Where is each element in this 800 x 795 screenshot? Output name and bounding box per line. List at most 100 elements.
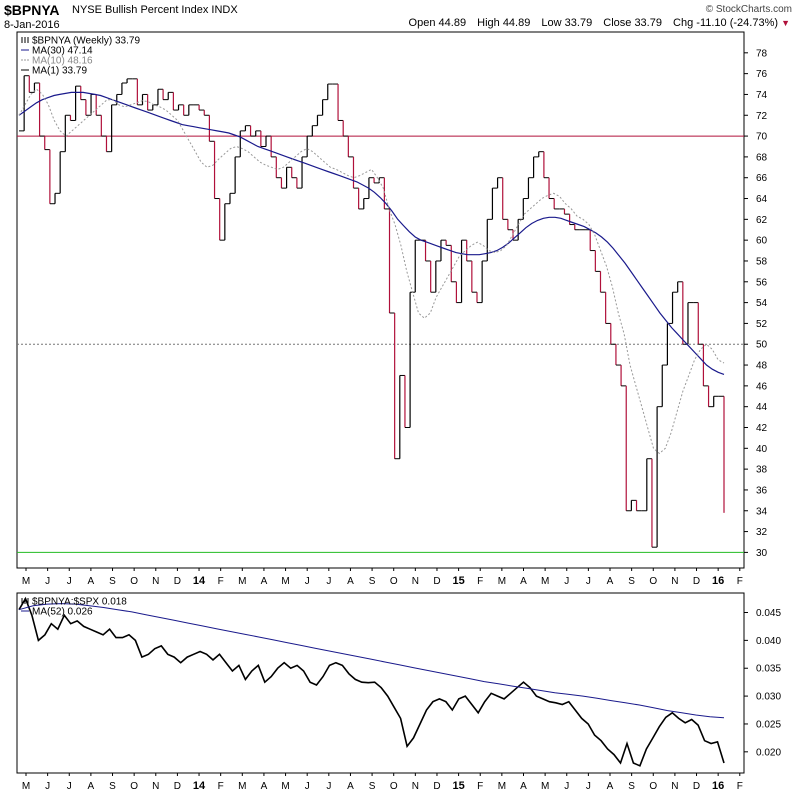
xtick-label: A bbox=[261, 781, 268, 792]
ytick-label: 60 bbox=[756, 236, 768, 247]
xtick-label: F bbox=[477, 576, 483, 587]
xtick-label: 14 bbox=[193, 575, 206, 587]
panel-frame-1 bbox=[16, 592, 745, 774]
xtick-label: J bbox=[564, 576, 569, 587]
ma10-line bbox=[18, 88, 725, 455]
xtick-label: D bbox=[174, 781, 181, 792]
xtick-label: S bbox=[628, 781, 635, 792]
xtick-label: S bbox=[109, 576, 116, 587]
ytick-label: 30 bbox=[756, 548, 768, 559]
ratio-line bbox=[18, 596, 725, 767]
ytick-label: 48 bbox=[756, 361, 768, 372]
legend-item: MA(52) 0.026 bbox=[21, 607, 93, 618]
panel-frame-0 bbox=[16, 31, 745, 569]
xtick-label: M bbox=[22, 781, 30, 792]
chg-label: Chg bbox=[673, 17, 694, 29]
close-value: 33.79 bbox=[634, 17, 662, 29]
ytick-label: 0.030 bbox=[756, 692, 781, 703]
xtick-label: N bbox=[412, 781, 419, 792]
xtick-label: O bbox=[390, 576, 398, 587]
xtick-label: J bbox=[305, 781, 310, 792]
xtick-label: 15 bbox=[452, 575, 464, 587]
legend-label: MA(10) 48.16 bbox=[32, 56, 93, 67]
ytick-label: 38 bbox=[756, 465, 768, 476]
xtick-label: O bbox=[649, 576, 657, 587]
ytick-label: 52 bbox=[756, 319, 768, 330]
xtick-label: O bbox=[130, 781, 138, 792]
xtick-label: S bbox=[369, 781, 376, 792]
legend-label: $BPNYA:$SPX 0.018 bbox=[32, 597, 127, 608]
xtick-label: S bbox=[628, 576, 635, 587]
chg-value: -11.10 (-24.73%) bbox=[696, 17, 779, 29]
ytick-label: 78 bbox=[756, 48, 768, 59]
xtick-label: N bbox=[671, 781, 678, 792]
xtick-label: D bbox=[693, 576, 700, 587]
ytick-label: 36 bbox=[756, 485, 768, 496]
xtick-label: J bbox=[564, 781, 569, 792]
index-name: NYSE Bullish Percent Index INDX bbox=[72, 4, 238, 16]
xtick-label: J bbox=[45, 576, 50, 587]
ytick-label: 0.020 bbox=[756, 747, 781, 758]
ma52-line bbox=[18, 603, 725, 719]
xtick-label: A bbox=[347, 781, 354, 792]
xtick-label: F bbox=[477, 781, 483, 792]
xtick-label: M bbox=[498, 576, 506, 587]
ytick-label: 0.040 bbox=[756, 636, 781, 647]
high-label: High bbox=[477, 17, 500, 29]
xtick-label: F bbox=[737, 781, 743, 792]
xtick-label: N bbox=[152, 781, 159, 792]
ytick-label: 34 bbox=[756, 506, 768, 517]
ytick-label: 32 bbox=[756, 527, 768, 538]
ytick-label: 40 bbox=[756, 444, 768, 455]
ytick-label: 46 bbox=[756, 381, 768, 392]
xtick-label: M bbox=[238, 781, 246, 792]
xtick-label: 14 bbox=[193, 780, 206, 792]
ytick-label: 44 bbox=[756, 402, 768, 413]
low-value: 33.79 bbox=[564, 17, 593, 29]
low-label: Low bbox=[541, 17, 562, 29]
xtick-label: 16 bbox=[712, 780, 724, 792]
legend-label: MA(52) 0.026 bbox=[32, 607, 93, 618]
xtick-label: J bbox=[326, 781, 331, 792]
xtick-label: M bbox=[238, 576, 246, 587]
ytick-label: 0.045 bbox=[756, 608, 781, 619]
xtick-label: M bbox=[498, 781, 506, 792]
xtick-label: D bbox=[433, 781, 440, 792]
xtick-label: A bbox=[88, 576, 95, 587]
xtick-label: D bbox=[433, 576, 440, 587]
xtick-label: M bbox=[541, 781, 549, 792]
ytick-label: 0.035 bbox=[756, 664, 781, 675]
xtick-label: J bbox=[305, 576, 310, 587]
xtick-label: 16 bbox=[712, 575, 724, 587]
xtick-label: J bbox=[45, 781, 50, 792]
xtick-label: F bbox=[218, 781, 224, 792]
xtick-label: A bbox=[261, 576, 268, 587]
close-label: Close bbox=[603, 17, 632, 29]
xtick-label: S bbox=[369, 576, 376, 587]
ytick-label: 74 bbox=[756, 90, 768, 101]
xtick-label: M bbox=[541, 576, 549, 587]
xtick-label: N bbox=[152, 576, 159, 587]
xtick-label: D bbox=[693, 781, 700, 792]
ytick-label: 50 bbox=[756, 340, 768, 351]
xtick-label: N bbox=[412, 576, 419, 587]
legend-item: MA(30) 47.14 bbox=[21, 46, 93, 57]
ytick-label: 54 bbox=[756, 298, 768, 309]
ytick-label: 0.025 bbox=[756, 719, 781, 730]
xtick-label: 15 bbox=[452, 780, 464, 792]
xtick-label: O bbox=[649, 781, 657, 792]
open-label: Open bbox=[408, 17, 436, 29]
xtick-label: J bbox=[67, 576, 72, 587]
ohlc-readout: Open 44.89 High 44.89 Low 33.79 Close 33… bbox=[401, 17, 790, 29]
high-value: 44.89 bbox=[502, 17, 531, 29]
legend-swatch bbox=[21, 37, 29, 43]
chart-date: 8-Jan-2016 bbox=[4, 19, 60, 31]
ytick-label: 58 bbox=[756, 256, 768, 267]
xtick-label: F bbox=[737, 576, 743, 587]
xtick-label: J bbox=[586, 781, 591, 792]
xtick-label: F bbox=[218, 576, 224, 587]
xtick-label: O bbox=[390, 781, 398, 792]
xtick-label: M bbox=[281, 576, 289, 587]
xtick-label: A bbox=[607, 781, 614, 792]
